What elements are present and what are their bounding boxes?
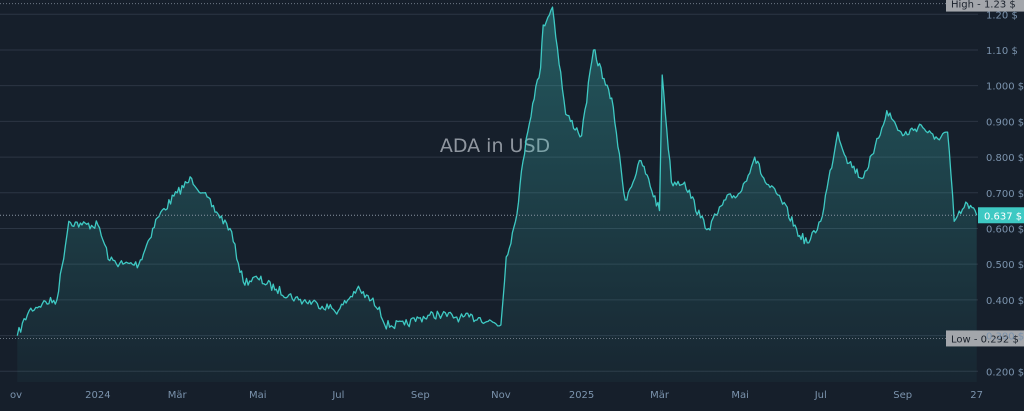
y-tick-label: 0.700 $ [986, 189, 1024, 200]
markers: High - 1.23 $ Low - 0.292 $ 0.637 $ [0, 0, 1024, 347]
chart-title: ADA in USD [440, 135, 550, 157]
last-price-box [978, 207, 1024, 224]
price-line [16, 6, 978, 336]
x-tick-label: 2024 [85, 390, 110, 401]
x-tick-label: Nov [491, 390, 511, 401]
x-tick-label: Jul [331, 390, 344, 401]
low-label-box [946, 330, 1024, 347]
y-tick-label: 0.800 $ [986, 153, 1024, 164]
x-tick-label: Mär [168, 390, 188, 401]
x-tick-label: Mär [650, 390, 670, 401]
high-label-box [946, 0, 1024, 12]
high-label: High - 1.23 $ [951, 0, 1016, 11]
x-tick-label: ov [10, 390, 22, 401]
x-tick-label: Sep [411, 390, 430, 401]
y-tick-label: 0.900 $ [986, 117, 1024, 128]
y-tick-label: 1.000 $ [986, 82, 1024, 93]
area-fill [17, 7, 977, 382]
x-tick-label: 27 [970, 390, 983, 401]
y-tick-label: 0.600 $ [986, 224, 1024, 235]
y-tick-label: 1.10 $ [986, 46, 1018, 57]
y-tick-label: 0.500 $ [986, 260, 1024, 271]
y-tick-label: 0.300 $ [986, 332, 1024, 343]
low-label: Low - 0.292 $ [951, 334, 1019, 345]
price-area [16, 6, 978, 382]
y-tick-label: 0.200 $ [986, 367, 1024, 378]
x-tick-label: Jul [814, 390, 827, 401]
x-tick-label: Sep [893, 390, 912, 401]
x-axis: ov 2024 Mär Mai Jul Sep Nov 2025 Mär Mai Jul Sep 27 [10, 390, 983, 401]
y-tick-label: 0.400 $ [986, 296, 1024, 307]
y-axis: 0.200 $ 0.300 $ 0.400 $ 0.500 $ 0.600 $ 0.700… [986, 10, 1024, 378]
x-tick-label: Mai [731, 390, 749, 401]
y-tick-label: 1.20 $ [986, 10, 1018, 21]
last-price-label: 0.637 $ [984, 211, 1022, 222]
x-tick-label: 2025 [569, 390, 594, 401]
x-tick-label: Mai [249, 390, 267, 401]
